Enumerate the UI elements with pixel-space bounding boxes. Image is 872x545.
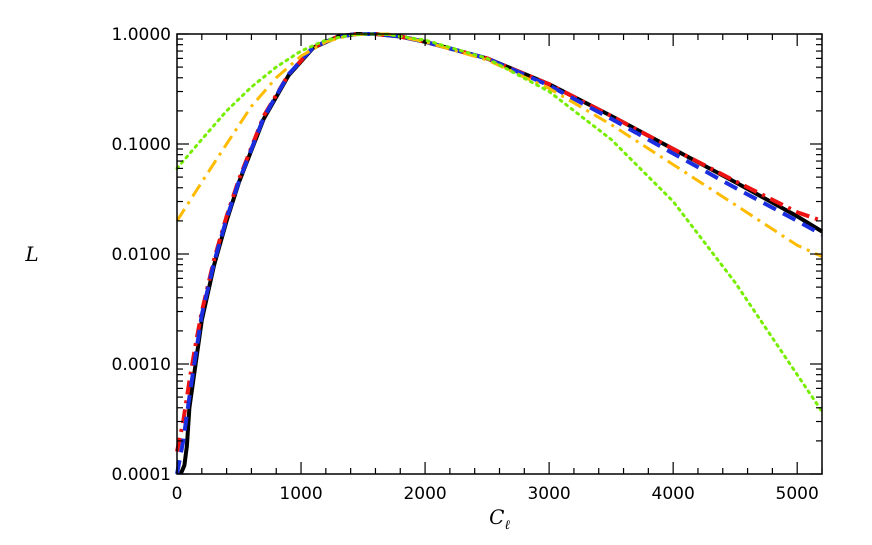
series-line-3 xyxy=(175,32,823,258)
x-tick-label: 5000 xyxy=(776,484,819,504)
series-lines xyxy=(175,32,824,475)
x-tick-label: 3000 xyxy=(527,484,570,504)
x-tick-label: 4000 xyxy=(652,484,695,504)
tick-labels: 0 1000 2000 3000 4000 5000 0.0001 0.0010 0.0100 0… xyxy=(112,25,819,504)
y-tick-label: 0.0010 xyxy=(112,355,171,375)
y-axis-label: L xyxy=(24,242,38,266)
x-tick-label: 1000 xyxy=(279,484,322,504)
y-tick-label: 0.0100 xyxy=(112,245,171,265)
y-tick-label: 1.0000 xyxy=(112,25,171,45)
series-line-2 xyxy=(175,32,823,475)
series-line-1 xyxy=(175,32,823,452)
series-line-4 xyxy=(175,32,824,413)
axis-ticks xyxy=(176,33,823,475)
series-line-0 xyxy=(178,32,824,475)
x-tick-label: 0 xyxy=(172,484,183,504)
x-tick-label: 2000 xyxy=(403,484,446,504)
x-axis-label: Cℓ xyxy=(489,505,510,533)
y-tick-label: 0.1000 xyxy=(112,135,171,155)
y-tick-label: 0.0001 xyxy=(112,465,171,485)
